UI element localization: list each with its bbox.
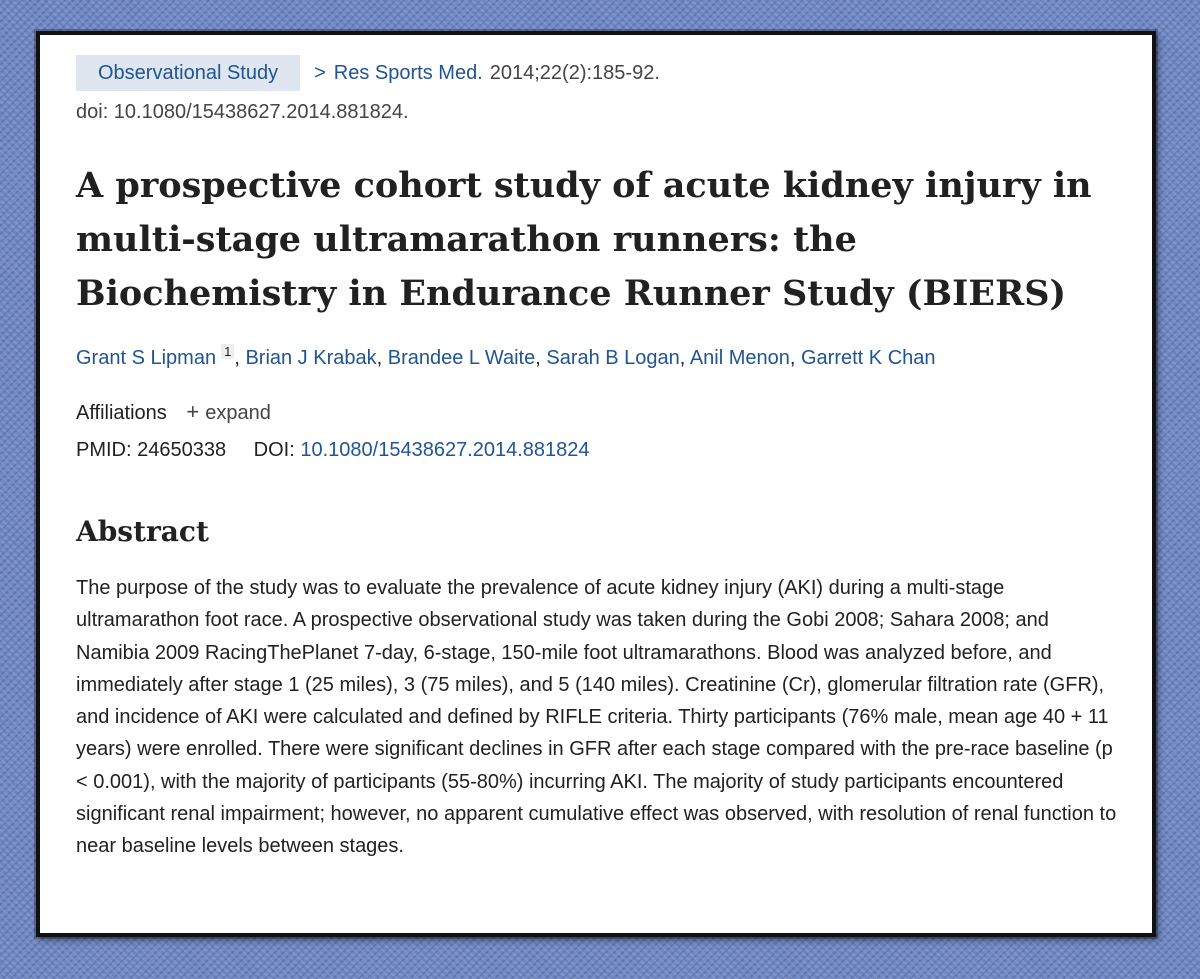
- pmid-value: 24650338: [137, 439, 227, 461]
- plus-icon: +: [186, 399, 200, 424]
- chevron-right-icon: >: [314, 61, 326, 84]
- author-separator: ,: [234, 347, 246, 369]
- author-list: Grant S Lipman 1, Brian J Krabak, Brandee…: [76, 344, 936, 370]
- citation-details: 2014;22(2):185-92.: [489, 61, 660, 84]
- article-card: Observational Study > Res Sports Med. 20…: [36, 31, 1156, 937]
- affiliations-label: Affiliations: [76, 402, 167, 424]
- affiliation-ref[interactable]: 1: [221, 344, 235, 359]
- abstract-text: The purpose of the study was to evaluate…: [76, 577, 1117, 858]
- expand-affiliations-button[interactable]: + expand: [186, 399, 271, 424]
- author-link[interactable]: Brandee L Waite: [387, 347, 536, 369]
- affiliations-row: Affiliations + expand: [76, 399, 271, 425]
- citation-meta-row: Observational Study > Res Sports Med. 20…: [76, 55, 660, 91]
- pmid-label: PMID:: [76, 439, 132, 461]
- author-link[interactable]: Anil Menon: [689, 347, 790, 369]
- author-separator: ,: [376, 347, 388, 369]
- doi-label: DOI:: [253, 439, 295, 461]
- article-title: A prospective cohort study of acute kidn…: [76, 165, 1092, 314]
- doi-link[interactable]: 10.1080/15438627.2014.881824: [300, 439, 590, 461]
- author-separator: ,: [535, 347, 547, 369]
- author-link[interactable]: Sarah B Logan: [546, 347, 680, 369]
- expand-label: expand: [205, 402, 271, 424]
- identifiers-row: PMID: 24650338 DOI: 10.1080/15438627.201…: [76, 439, 590, 462]
- journal-link[interactable]: Res Sports Med.: [333, 61, 483, 84]
- author-link[interactable]: Grant S Lipman: [76, 347, 217, 369]
- publication-type-badge[interactable]: Observational Study: [76, 55, 301, 91]
- author-separator: ,: [679, 347, 690, 369]
- doi-line: doi: 10.1080/15438627.2014.881824.: [76, 101, 409, 123]
- abstract-heading: Abstract: [76, 515, 209, 548]
- author-separator: ,: [789, 347, 801, 369]
- author-link[interactable]: Garrett K Chan: [801, 347, 936, 369]
- author-link[interactable]: Brian J Krabak: [245, 347, 377, 369]
